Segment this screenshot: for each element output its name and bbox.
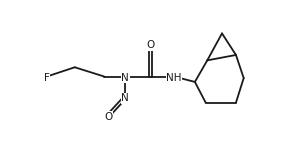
Text: F: F xyxy=(44,72,50,83)
Text: O: O xyxy=(104,112,112,122)
Text: N: N xyxy=(121,93,129,103)
Text: O: O xyxy=(147,40,155,50)
Text: N: N xyxy=(121,72,129,83)
Text: NH: NH xyxy=(166,72,182,83)
